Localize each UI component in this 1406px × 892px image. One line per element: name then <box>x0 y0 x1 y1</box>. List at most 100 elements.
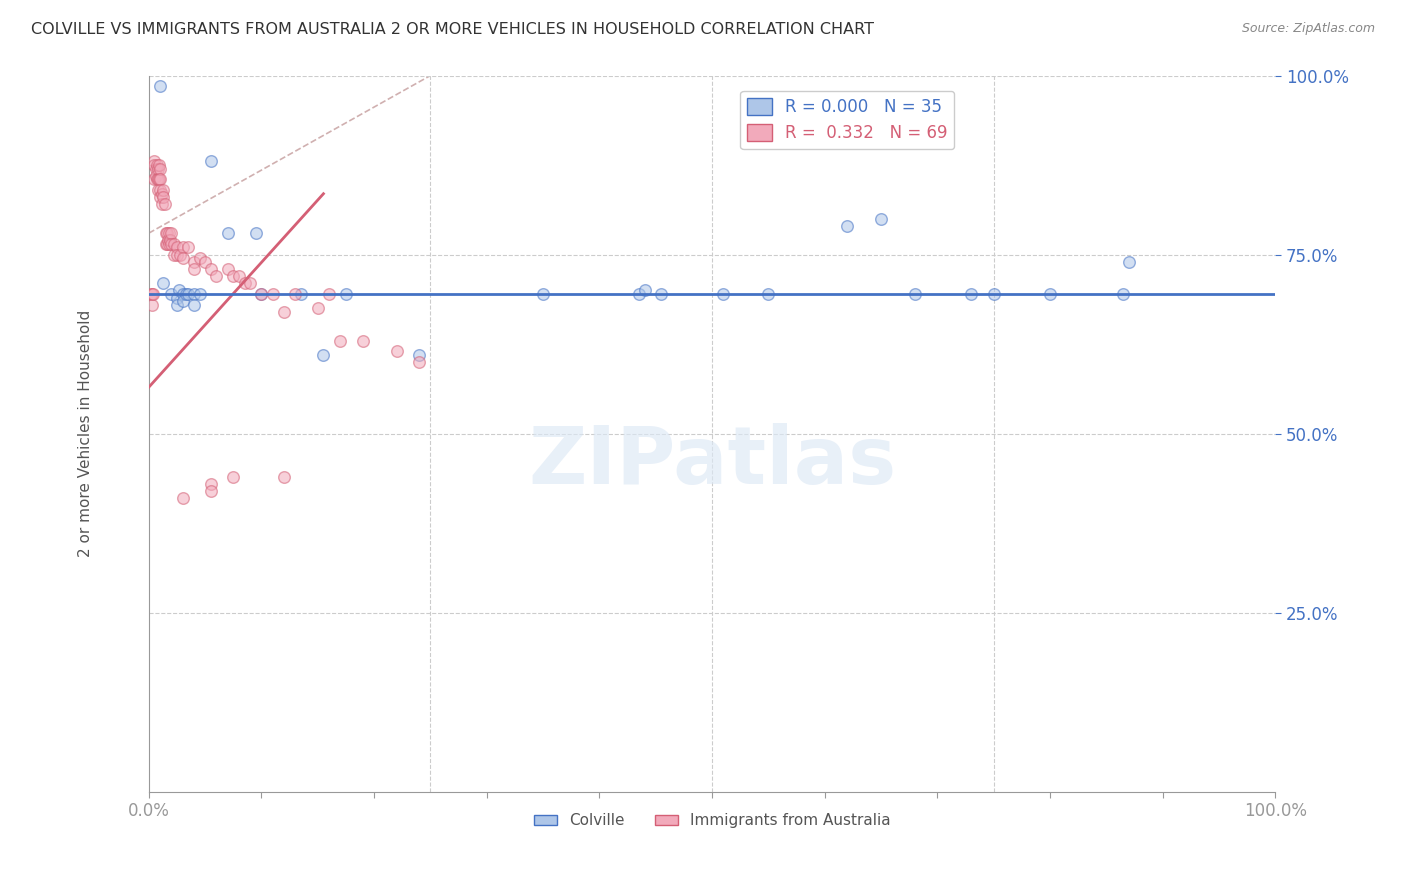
Point <box>239 277 262 291</box>
Point <box>152 190 174 204</box>
Point <box>183 262 205 277</box>
Point <box>983 287 1005 301</box>
Point <box>217 226 239 240</box>
Point <box>960 287 983 301</box>
Point <box>142 287 165 301</box>
Point <box>335 287 357 301</box>
Point <box>162 236 184 251</box>
Point <box>157 226 180 240</box>
Point <box>152 183 174 197</box>
Point <box>159 233 181 247</box>
Point <box>143 172 166 186</box>
Point <box>172 251 194 265</box>
Point <box>273 305 295 319</box>
Point <box>160 236 183 251</box>
Point <box>531 287 554 301</box>
Point <box>183 298 205 312</box>
Point <box>183 287 205 301</box>
Point <box>160 287 183 301</box>
Point <box>284 287 307 301</box>
Point <box>150 186 173 201</box>
Point <box>162 247 184 261</box>
Point <box>172 491 194 506</box>
Point <box>146 161 169 176</box>
Point <box>149 183 172 197</box>
Point <box>157 236 180 251</box>
Point <box>408 348 430 362</box>
Legend: Colville, Immigrants from Australia: Colville, Immigrants from Australia <box>527 807 897 835</box>
Point <box>262 287 284 301</box>
Point <box>156 236 179 251</box>
Point <box>1112 287 1135 301</box>
Point <box>156 226 179 240</box>
Point <box>145 158 167 172</box>
Point <box>904 287 927 301</box>
Point <box>1039 287 1062 301</box>
Point <box>250 287 273 301</box>
Text: Source: ZipAtlas.com: Source: ZipAtlas.com <box>1241 22 1375 36</box>
Point <box>205 269 228 284</box>
Point <box>711 287 734 301</box>
Point <box>150 197 173 211</box>
Point <box>245 226 267 240</box>
Point <box>194 254 217 268</box>
Point <box>200 262 222 277</box>
Point <box>141 287 163 301</box>
Point <box>145 169 167 183</box>
Point <box>155 236 177 251</box>
Point <box>217 262 239 277</box>
Point <box>143 158 166 172</box>
Y-axis label: 2 or more Vehicles in Household: 2 or more Vehicles in Household <box>79 310 93 558</box>
Point <box>837 219 859 233</box>
Point <box>174 287 197 301</box>
Point <box>160 226 183 240</box>
Point <box>228 269 250 284</box>
Point <box>273 469 295 483</box>
Point <box>758 287 780 301</box>
Point <box>222 469 245 483</box>
Point <box>155 226 177 240</box>
Point <box>166 291 188 305</box>
Point <box>141 298 163 312</box>
Point <box>146 172 169 186</box>
Point <box>352 334 374 348</box>
Point <box>166 298 188 312</box>
Point <box>148 158 170 172</box>
Text: ZIPatlas: ZIPatlas <box>529 424 896 501</box>
Point <box>172 294 194 309</box>
Point <box>633 284 655 298</box>
Point <box>149 79 172 94</box>
Point <box>177 287 200 301</box>
Point <box>870 211 893 226</box>
Point <box>385 344 408 359</box>
Point <box>166 247 188 261</box>
Point <box>290 287 312 301</box>
Point <box>172 287 194 301</box>
Point <box>200 154 222 169</box>
Point <box>172 240 194 254</box>
Point <box>167 284 190 298</box>
Point <box>222 269 245 284</box>
Point <box>188 251 211 265</box>
Point <box>307 301 329 316</box>
Point <box>329 334 352 348</box>
Point <box>156 233 179 247</box>
Point <box>177 240 200 254</box>
Point <box>312 348 335 362</box>
Point <box>143 154 166 169</box>
Point <box>233 277 256 291</box>
Point <box>200 476 222 491</box>
Point <box>1118 254 1140 268</box>
Point <box>145 161 167 176</box>
Point <box>169 247 191 261</box>
Point <box>139 287 162 301</box>
Point <box>250 287 273 301</box>
Point <box>188 287 211 301</box>
Point <box>318 287 340 301</box>
Point <box>408 355 430 369</box>
Point <box>153 197 176 211</box>
Point <box>148 172 170 186</box>
Point <box>149 161 172 176</box>
Point <box>152 277 174 291</box>
Point <box>149 190 172 204</box>
